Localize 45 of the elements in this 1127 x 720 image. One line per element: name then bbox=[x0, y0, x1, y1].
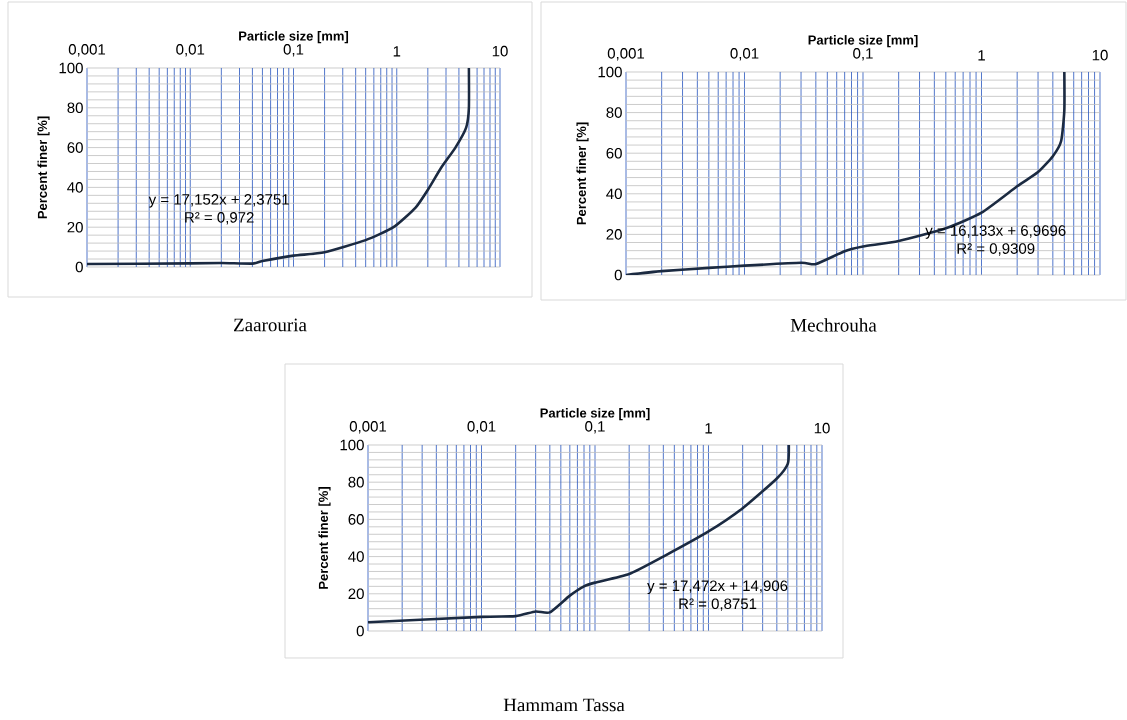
y-tick-label: 20 bbox=[67, 221, 83, 233]
y-tick-label: 60 bbox=[606, 147, 622, 159]
y-tick-label: 40 bbox=[348, 551, 364, 562]
x-tick-label: 0,1 bbox=[283, 44, 304, 57]
x-tick-label: 0,01 bbox=[730, 48, 759, 61]
y-tick-label: 100 bbox=[598, 66, 622, 78]
y-tick-label: 60 bbox=[348, 514, 364, 525]
y-tick-label: 40 bbox=[606, 188, 622, 200]
annotation: y = 17,472x + 14,906 bbox=[647, 580, 788, 595]
annotation: R² = 0,972 bbox=[185, 212, 254, 225]
y-tick-label: 80 bbox=[67, 102, 83, 114]
annotation: R² = 0,9309 bbox=[957, 243, 1035, 256]
y-tick-label: 60 bbox=[67, 142, 83, 153]
y-axis-title: Percent finer [%] bbox=[318, 487, 331, 589]
y-tick-label: 40 bbox=[67, 182, 83, 193]
y-tick-label: 100 bbox=[59, 62, 83, 74]
text: Zaarouria bbox=[234, 318, 307, 332]
x-tick-label: 0,001 bbox=[349, 421, 387, 434]
x-tick-label: 0,1 bbox=[585, 421, 605, 434]
y-tick-label: 80 bbox=[348, 476, 364, 488]
text: Mechrouha bbox=[790, 318, 877, 332]
x-tick-label: 1 bbox=[978, 50, 985, 61]
y-tick-label: 20 bbox=[606, 229, 622, 240]
x-tick-label: 0,001 bbox=[68, 44, 106, 57]
text: Hammam Tassa bbox=[503, 698, 625, 712]
x-axis-title: Particle size [mm] bbox=[239, 31, 349, 44]
y-tick-label: 100 bbox=[340, 439, 364, 451]
y-tick-label: 0 bbox=[75, 261, 83, 273]
x-tick-label: 0,01 bbox=[467, 421, 496, 434]
x-tick-label: 10 bbox=[1092, 49, 1108, 61]
x-axis-title: Particle size [mm] bbox=[808, 35, 918, 48]
x-tick-label: 10 bbox=[814, 422, 830, 434]
x-tick-label: 0,1 bbox=[853, 48, 873, 61]
y-tick-label: 0 bbox=[356, 625, 364, 637]
x-tick-label: 10 bbox=[492, 45, 508, 57]
y-tick-label: 20 bbox=[348, 588, 364, 600]
y-tick-label: 0 bbox=[614, 269, 622, 281]
x-tick-label: 1 bbox=[705, 423, 712, 434]
y-axis-title: Percent finer [%] bbox=[37, 116, 50, 219]
y-tick-label: 80 bbox=[606, 107, 622, 118]
x-tick-label: 0,01 bbox=[176, 44, 205, 57]
x-tick-label: 1 bbox=[393, 46, 401, 57]
y-axis-title: Percent finer [%] bbox=[576, 122, 589, 225]
x-axis-title: Particle size [mm] bbox=[540, 408, 650, 421]
x-tick-label: 0,001 bbox=[607, 48, 645, 61]
